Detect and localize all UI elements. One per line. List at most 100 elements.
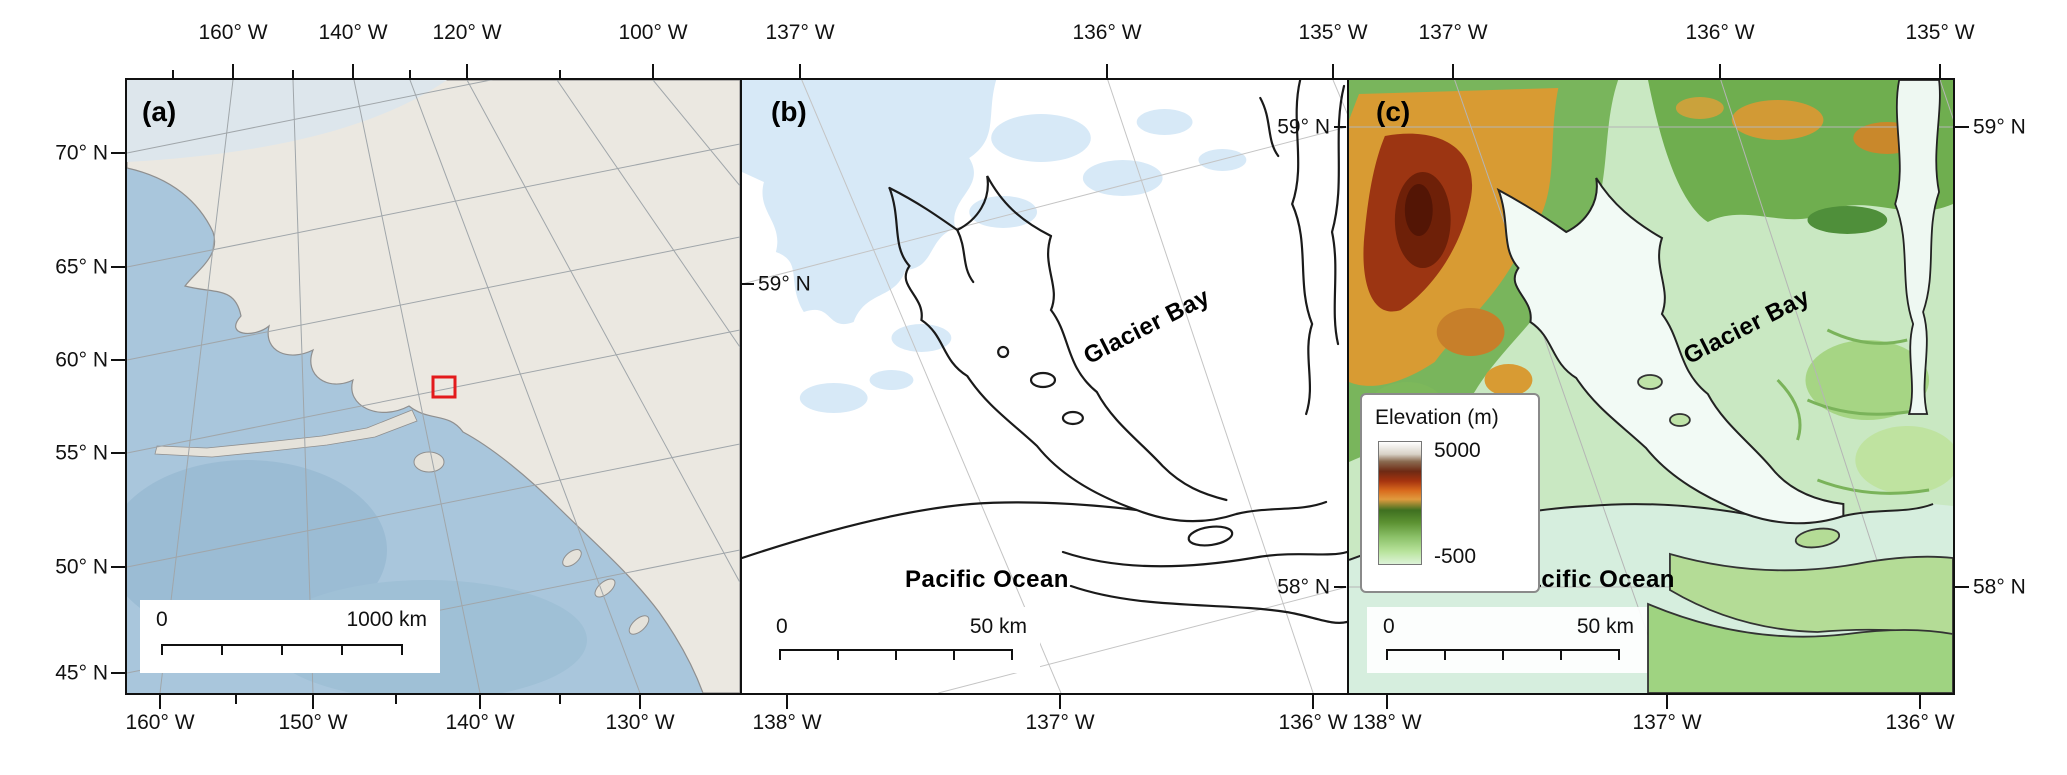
lon-label-top: 160° W xyxy=(198,21,268,44)
southeast-island xyxy=(562,549,582,567)
southeast-island xyxy=(594,578,616,598)
lon-label-top: 137° W xyxy=(1418,21,1488,44)
axis-tick xyxy=(652,64,654,80)
panel-b-map-svg xyxy=(742,80,1347,693)
axis-tick xyxy=(111,672,125,674)
scale-tick xyxy=(401,644,403,655)
axis-tick xyxy=(742,283,754,285)
lat-label-left: 45° N xyxy=(55,661,108,685)
legend-max-value: 5000 xyxy=(1434,439,1481,462)
legend-title: Elevation (m) xyxy=(1375,406,1499,429)
aleutian-peninsula xyxy=(154,409,418,458)
axis-tick xyxy=(1719,64,1721,80)
axis-minor-tick xyxy=(395,695,397,704)
lon-label-bottom: 150° W xyxy=(278,711,348,734)
scale-tick xyxy=(895,649,897,660)
axis-tick xyxy=(799,64,801,80)
lon-label-bottom: 160° W xyxy=(125,711,195,734)
scale-tick xyxy=(161,644,163,655)
lat-label-panel-c-left: 58° N xyxy=(1277,575,1330,599)
axis-tick xyxy=(352,64,354,80)
lat-label-left: 50° N xyxy=(55,555,108,579)
lon-label-bottom: 136° W xyxy=(1278,711,1348,734)
axis-tick xyxy=(111,266,125,268)
axis-minor-tick xyxy=(409,70,411,80)
lon-label-top: 135° W xyxy=(1298,21,1368,44)
lon-label-top: 140° W xyxy=(318,21,388,44)
axis-tick xyxy=(111,152,125,154)
axis-tick xyxy=(111,452,125,454)
axis-minor-tick xyxy=(172,70,174,80)
scale-tick xyxy=(1560,649,1562,660)
axis-tick xyxy=(1452,64,1454,80)
lat-label-panel-c-left: 59° N xyxy=(1277,115,1330,139)
lon-label-top: 120° W xyxy=(432,21,502,44)
axis-tick xyxy=(1666,695,1668,709)
glacier-ice-areas xyxy=(742,80,1247,413)
scale-bar-b: 0 50 km xyxy=(760,607,1040,673)
lon-label-top: 136° W xyxy=(1685,21,1755,44)
axis-tick xyxy=(232,64,234,80)
lon-label-bottom: 138° W xyxy=(1352,711,1422,734)
lat-label-left: 60° N xyxy=(55,348,108,372)
axis-minor-tick xyxy=(292,70,294,80)
scale-tick xyxy=(779,649,781,660)
kodiak-island xyxy=(413,451,445,473)
axis-tick xyxy=(1332,64,1334,80)
lat-label-panel-b-left: 59° N xyxy=(758,272,811,296)
coastline xyxy=(742,80,1347,624)
axis-tick xyxy=(1955,586,1969,588)
legend-color-ramp xyxy=(1378,441,1422,565)
scale-zero: 0 xyxy=(156,608,168,631)
scale-tick xyxy=(341,644,343,655)
axis-tick xyxy=(479,695,481,709)
axis-tick xyxy=(466,64,468,80)
axis-tick xyxy=(1939,64,1941,80)
lat-label-left: 55° N xyxy=(55,441,108,465)
axis-tick xyxy=(159,695,161,709)
panel-c-letter: (c) xyxy=(1376,96,1411,127)
coastal-islands xyxy=(1637,374,1953,693)
scale-zero: 0 xyxy=(1383,615,1395,638)
axis-tick xyxy=(1334,586,1346,588)
study-area-box xyxy=(431,375,457,399)
scale-tick xyxy=(281,644,283,655)
axis-tick xyxy=(1955,126,1969,128)
scale-max: 50 km xyxy=(1576,615,1634,638)
lon-label-bottom: 138° W xyxy=(752,711,822,734)
scale-tick xyxy=(221,644,223,655)
axis-tick xyxy=(1312,695,1314,709)
scale-tick xyxy=(1502,649,1504,660)
lynn-canal-water xyxy=(1894,80,1941,415)
lon-label-bottom: 130° W xyxy=(605,711,675,734)
panel-c-map-svg xyxy=(1349,80,1953,693)
axis-minor-tick xyxy=(559,695,561,704)
mountain-terrain xyxy=(1349,80,1953,526)
legend-min-value: -500 xyxy=(1434,545,1477,568)
axis-minor-tick xyxy=(559,70,561,80)
scale-bar-a: 0 1000 km xyxy=(140,600,440,673)
scale-tick xyxy=(953,649,955,660)
lon-label-bottom: 140° W xyxy=(445,711,515,734)
lon-label-top: 136° W xyxy=(1072,21,1142,44)
lat-label-left: 70° N xyxy=(55,141,108,165)
scale-max: 50 km xyxy=(969,615,1027,638)
axis-tick xyxy=(1334,126,1346,128)
scale-tick xyxy=(1618,649,1620,660)
lon-label-top: 135° W xyxy=(1905,21,1975,44)
scale-tick xyxy=(1386,649,1388,660)
lon-label-top: 137° W xyxy=(765,21,835,44)
axis-tick xyxy=(312,695,314,709)
lat-label-right: 59° N xyxy=(1973,115,2026,139)
scale-tick xyxy=(837,649,839,660)
axis-tick xyxy=(111,566,125,568)
scale-bar-c: 0 50 km xyxy=(1367,607,1647,673)
lon-label-top: 100° W xyxy=(618,21,688,44)
lon-label-bottom: 137° W xyxy=(1025,711,1095,734)
axis-minor-tick xyxy=(235,695,237,704)
axis-tick xyxy=(1386,695,1388,709)
scale-zero: 0 xyxy=(776,615,788,638)
axis-tick xyxy=(786,695,788,709)
panel-c-elevation-map xyxy=(1347,80,1953,693)
